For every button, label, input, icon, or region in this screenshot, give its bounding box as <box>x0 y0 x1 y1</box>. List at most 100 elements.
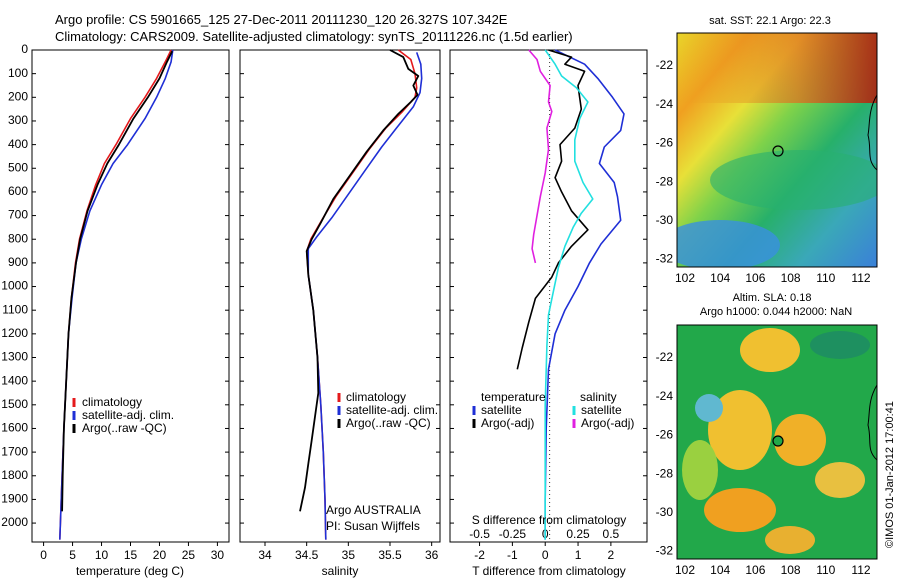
y-tick-label: 1300 <box>1 350 28 364</box>
y-tick-label: 1700 <box>1 444 28 458</box>
legend-satellite-adj: satellite-adj. clim. <box>82 408 174 422</box>
x-tick-label: 35 <box>342 548 356 562</box>
sla-map-title-1: Altim. SLA: 0.18 <box>733 292 812 304</box>
lat-tick-label: -30 <box>656 213 674 227</box>
float-pi-label: PI: Susan Wijffels <box>326 519 420 533</box>
sla-low-patch <box>810 331 870 359</box>
x-tick-label: 36 <box>425 548 439 562</box>
x-tick-label: 34.5 <box>295 548 319 562</box>
lon-tick-label: 106 <box>745 563 765 577</box>
y-tick-label: 700 <box>8 208 28 222</box>
sla-map-title-2: Argo h1000: 0.044 h2000: NaN <box>700 306 852 318</box>
y-tick-label: 500 <box>8 160 28 174</box>
s-diff-tick-label: -0.5 <box>469 527 490 541</box>
legend-salinity-argo: Argo(-adj) <box>581 416 634 430</box>
lon-tick-label: 108 <box>781 271 801 285</box>
difference-series <box>516 49 625 540</box>
lat-tick-label: -26 <box>656 136 674 150</box>
salinity-x-label: salinity <box>322 564 359 578</box>
lat-tick-label: -22 <box>656 350 674 364</box>
lat-tick-label: -32 <box>656 544 674 558</box>
y-tick-label: 200 <box>8 89 28 103</box>
salinity-axes-frame <box>239 49 441 543</box>
y-tick-label: 1100 <box>2 302 28 316</box>
coastline <box>867 94 877 171</box>
x-tick-label: 0 <box>542 548 549 562</box>
series-line-argo-raw-qc- <box>61 50 174 512</box>
y-tick-label: 600 <box>8 184 28 198</box>
sla-high-patch <box>815 462 865 498</box>
sla-high-patch <box>774 414 826 466</box>
x-tick-label: -1 <box>507 548 518 562</box>
legend-climatology: climatology <box>82 395 142 409</box>
lat-tick-label: -30 <box>656 505 674 519</box>
lat-tick-label: -32 <box>656 252 674 266</box>
salinity-panel: 34 34.5 35 35.5 36 salinity climatology sate… <box>239 49 441 578</box>
s-diff-tick-label: 0.25 <box>566 527 590 541</box>
figure-title-line2: Climatology: CARS2009. Satellite-adjuste… <box>55 29 573 44</box>
depth-axis: 0 100 200 300 400 500 600 700 800 900 1000 1100 1200… <box>1 42 229 529</box>
temperature-series <box>59 49 174 540</box>
y-tick-label: 400 <box>8 137 28 151</box>
sla-map-frame <box>676 324 878 560</box>
y-tick-label: 800 <box>8 231 28 245</box>
lon-tick-label: 104 <box>710 271 730 285</box>
legend-temperature-argo: Argo(-adj) <box>481 416 534 430</box>
y-tick-label: 1500 <box>1 397 28 411</box>
sla-mid-patch <box>682 440 718 500</box>
legend-salinity-header: salinity <box>580 390 617 404</box>
lon-tick-label: 102 <box>675 563 695 577</box>
sla-map: Altim. SLA: 0.18 Argo h1000: 0.044 h2000… <box>656 292 878 577</box>
temperature-x-label: temperature (deg C) <box>76 564 184 578</box>
y-tick-label: 1600 <box>1 421 28 435</box>
difference-panel: -2 -1 0 1 2 -0.5 -0.25 0 0.25 0.5 T difference f… <box>449 49 648 578</box>
series-line-salinity-satellite <box>544 49 594 540</box>
lat-tick-label: -22 <box>656 58 674 72</box>
series-line-argo-raw-qc- <box>299 49 420 512</box>
t-diff-x-label: T difference from climatology <box>472 564 626 578</box>
s-diff-tick-label: 0.5 <box>603 527 620 541</box>
legend-salinity-satellite: satellite <box>581 403 622 417</box>
temperature-legend: climatology satellite-adj. clim. Argo(..… <box>72 395 174 435</box>
sst-mid-band <box>710 150 877 210</box>
x-tick-label: 25 <box>182 548 196 562</box>
x-tick-label: -2 <box>474 548 485 562</box>
sla-high-patch <box>708 390 772 470</box>
x-tick-label: 30 <box>211 548 225 562</box>
series-line-satellite-adj-clim- <box>307 52 423 540</box>
legend-satellite-adj: satellite-adj. clim. <box>346 403 438 417</box>
legend-argo-raw: Argo(..raw -QC) <box>82 421 167 435</box>
lat-tick-label: -24 <box>656 97 674 111</box>
temperature-x-axis: 0 5 10 15 20 25 30 <box>40 542 224 562</box>
sst-map-title: sat. SST: 22.1 Argo: 22.3 <box>709 15 831 27</box>
salinity-x-axis: 34 34.5 35 35.5 36 <box>258 542 439 562</box>
argo-position-marker <box>772 435 784 447</box>
x-tick-label: 0 <box>40 548 47 562</box>
y-tick-label: 900 <box>8 255 28 269</box>
x-tick-label: 34 <box>258 548 272 562</box>
y-tick-label: 0 <box>21 42 28 56</box>
sst-map: sat. SST: 22.1 Argo: 22.3 102 104 106 108 11… <box>656 15 878 285</box>
y-tick-label: 2000 <box>1 515 28 529</box>
sla-low-patch <box>695 394 723 422</box>
sla-high-patch <box>740 328 800 372</box>
s-diff-x-label: S difference from climatology <box>472 513 627 527</box>
salinity-series <box>299 49 423 540</box>
sla-high-patch <box>765 526 815 554</box>
lon-tick-label: 110 <box>816 563 835 577</box>
sst-warm-patch <box>677 33 877 103</box>
series-line-temperature-argo-adj- <box>516 49 589 370</box>
legend-climatology: climatology <box>346 390 406 404</box>
difference-y-ticks <box>450 49 647 524</box>
series-line-satellite-adj-clim- <box>59 49 174 540</box>
sst-cold-patch <box>677 220 780 267</box>
x-tick-label: 35.5 <box>378 548 402 562</box>
series-line-climatology <box>59 49 172 540</box>
series-line-temperature-satellite <box>544 49 625 540</box>
lat-tick-label: -26 <box>656 428 674 442</box>
lon-tick-label: 104 <box>710 563 730 577</box>
t-diff-x-axis: -2 -1 0 1 2 <box>474 542 615 562</box>
lon-tick-label: 110 <box>816 271 835 285</box>
x-tick-label: 2 <box>608 548 615 562</box>
